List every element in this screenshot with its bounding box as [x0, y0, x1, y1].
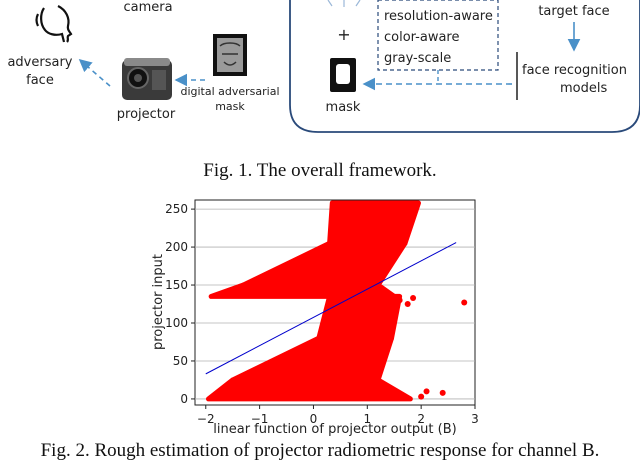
loss-box [377, 0, 499, 71]
digital-mask-label-2: mask [215, 100, 245, 113]
y-axis-label: projector input [151, 254, 166, 350]
figure1-caption: Fig. 1. The overall framework. [203, 160, 437, 181]
target-face-label: target face [538, 4, 609, 19]
outlier-point [423, 388, 430, 395]
point-band [316, 293, 403, 341]
x-tick-label: −1 [251, 412, 269, 426]
x-tick-label: 0 [310, 412, 318, 426]
y-tick-label: 100 [165, 316, 188, 330]
plus-sign: + [337, 25, 350, 44]
figure2-caption: Fig. 2. Rough estimation of projector ra… [40, 440, 600, 461]
y-tick-label: 0 [180, 392, 188, 406]
adversary-face-label-2: face [26, 73, 54, 88]
mask-label: mask [326, 100, 361, 115]
y-tick-label: 50 [173, 354, 188, 368]
y-tick-label: 150 [165, 278, 188, 292]
x-tick-label: 1 [363, 412, 371, 426]
loss-item-color: color-aware [384, 30, 460, 45]
loss-item-resolution: resolution-aware [384, 9, 493, 24]
face-recognition-label-1: face recognition [522, 63, 627, 78]
x-tick-label: 2 [417, 412, 425, 426]
outlier-point [396, 297, 403, 304]
projector-icon [122, 58, 172, 100]
x-axis-label: linear function of projector output (B) [213, 422, 456, 437]
projector-to-face-arrow [78, 58, 111, 87]
x-tick-label: 3 [471, 412, 479, 426]
projector-label: projector [117, 107, 176, 122]
adversary-face-icon [35, 5, 73, 43]
y-tick-label: 250 [165, 202, 188, 216]
outlier-point [410, 294, 417, 301]
point-band [327, 200, 421, 246]
camera-label: camera [123, 0, 172, 15]
radiometric-scatter-chart: −2 −1 0 1 2 3 0 50 100 150 200 250 linear function… [151, 199, 479, 437]
framework-frame [289, 0, 640, 133]
adversary-face-label-1: adversary [7, 55, 72, 70]
framework-diagram: camera adversary face projector digital … [7, 0, 640, 133]
mask-icon [330, 58, 356, 92]
outlier-point [461, 299, 468, 306]
light-rays [327, 0, 361, 7]
digital-mask-thumbnail [213, 34, 247, 76]
face-recognition-label-2: models [560, 81, 607, 96]
point-band [205, 377, 413, 402]
x-tick-label: −2 [197, 412, 215, 426]
outlier-point [404, 301, 411, 308]
outlier-point [418, 393, 425, 400]
digital-mask-label-1: digital adversarial [180, 85, 279, 98]
outlier-point [439, 389, 446, 396]
linear-fit-line [205, 242, 457, 375]
y-tick-label: 200 [165, 240, 188, 254]
loss-item-gray: gray-scale [384, 51, 451, 66]
scatter-points [205, 200, 421, 402]
